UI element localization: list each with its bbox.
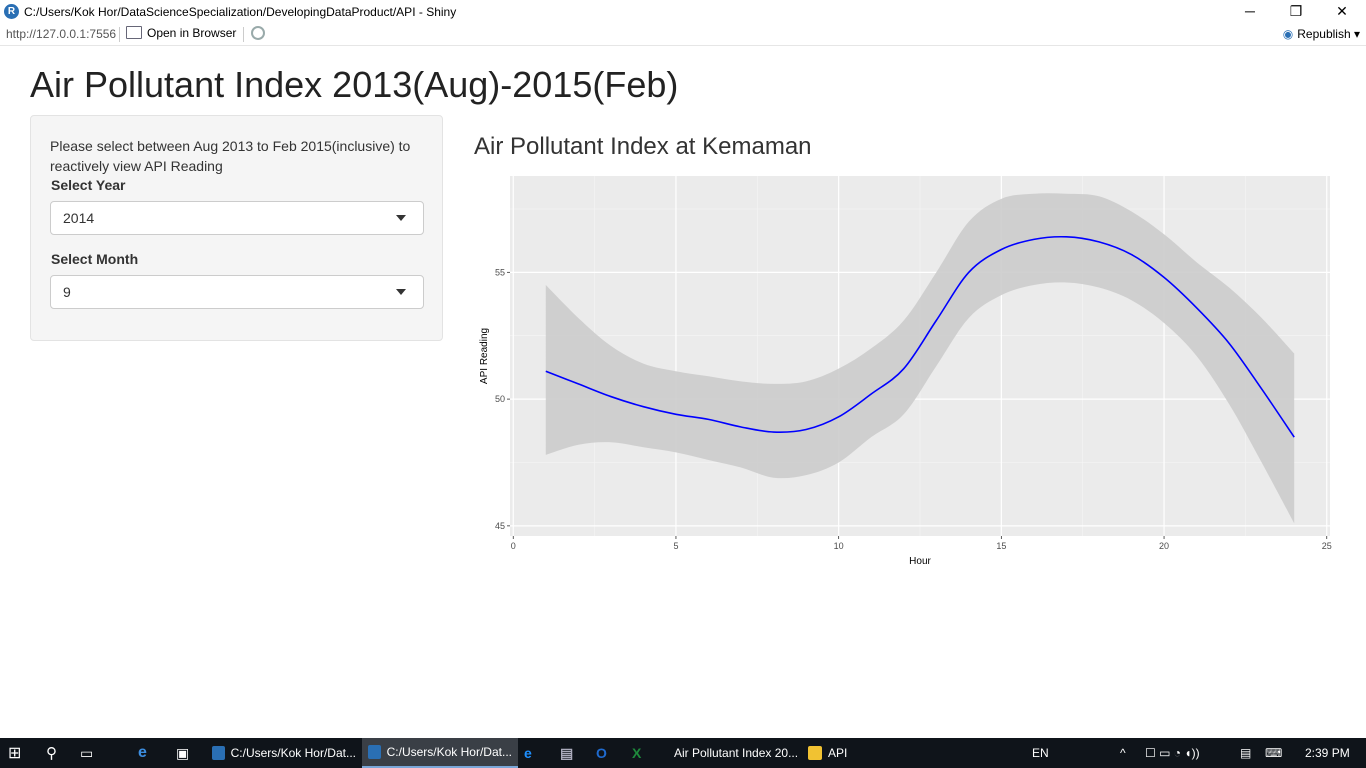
x-tick-label: 5 (673, 541, 678, 551)
excel-button[interactable]: X (626, 738, 662, 768)
x-tick-label: 20 (1159, 541, 1169, 551)
publish-icon: ◉ (1282, 27, 1294, 41)
y-tick-label: 45 (495, 521, 505, 531)
taskbar-apps: C:/Users/Kok Hor/Dat... C:/Users/Kok Hor/… (206, 738, 892, 768)
chevron-up-icon[interactable]: ^ (1120, 746, 1126, 760)
refresh-icon[interactable] (251, 26, 265, 40)
taskbar-app-label: C:/Users/Kok Hor/Dat... (230, 746, 356, 760)
taskbar-app-item[interactable]: C:/Users/Kok Hor/Dat... (362, 738, 518, 768)
x-tick-label: 10 (834, 541, 844, 551)
x-axis-label: Hour (909, 556, 931, 567)
y-tick-label: 50 (495, 394, 505, 404)
clock[interactable]: 2:39 PM (1305, 746, 1350, 760)
app-url: http://127.0.0.1:7556 (6, 27, 117, 41)
remote-button[interactable]: ▤ (554, 738, 590, 768)
taskbar-app-label: API (828, 746, 848, 760)
x-tick-label: 0 (511, 541, 516, 551)
ie-button[interactable]: e (518, 738, 554, 768)
search-icon: ⚲ (46, 745, 57, 762)
start-button[interactable]: ⊞ (8, 738, 21, 768)
api-reading-chart: Hour API Reading 0 5 10 15 20 25 45 50 55 (479, 176, 1332, 567)
browser-window-icon (126, 26, 142, 39)
search-button[interactable]: ⚲ (46, 738, 57, 768)
y-axis-label: API Reading (479, 328, 490, 384)
open-in-browser-button[interactable]: Open in Browser (126, 26, 236, 40)
month-label: Select Month (51, 251, 139, 267)
notification-icon[interactable]: ▤ (1240, 746, 1252, 760)
taskbar-app-item[interactable]: Air Pollutant Index 20... (662, 738, 802, 768)
excel-icon: X (632, 745, 642, 761)
task-view-icon: ▭ (80, 744, 94, 761)
viewer-toolbar: http://127.0.0.1:7556 Open in Browser ◉ R… (0, 24, 1366, 46)
x-tick-label: 25 (1322, 541, 1332, 551)
toolbar-divider (243, 27, 244, 42)
plot-title: Air Pollutant Index at Kemaman (474, 133, 812, 160)
window-title: C:/Users/Kok Hor/DataScienceSpecializati… (24, 5, 457, 19)
maximize-button[interactable]: ❐ (1289, 3, 1303, 19)
year-select-value: 2014 (63, 210, 95, 226)
minimize-button[interactable]: ─ (1245, 3, 1255, 19)
ie-icon: e (524, 745, 532, 761)
axis-ticks: 0 5 10 15 20 25 45 50 55 (495, 267, 1332, 551)
instructions-text: Please select between Aug 2013 to Feb 20… (50, 138, 411, 174)
year-label: Select Year (51, 177, 126, 193)
app-icon (808, 746, 822, 760)
language-indicator[interactable]: EN (1032, 746, 1049, 760)
taskbar-app-label: Air Pollutant Index 20... (674, 746, 799, 760)
sidebar-panel: Please select between Aug 2013 to Feb 20… (30, 115, 443, 341)
windows-logo-icon: ⊞ (8, 745, 22, 762)
confidence-band (545, 193, 1295, 524)
outlook-button[interactable]: O (590, 738, 626, 768)
chevron-down-icon (396, 215, 406, 221)
windows-taskbar: ⊞ ⚲ ▭ e ▣ C:/Users/Kok Hor/Dat... C:/User… (0, 738, 1366, 768)
year-select[interactable]: 2014 (50, 201, 424, 235)
app-icon (212, 746, 225, 760)
republish-button[interactable]: ◉ Republish ▾ (1282, 27, 1360, 41)
toolbar-divider (119, 27, 120, 42)
republish-label: Republish (1297, 27, 1351, 41)
x-tick-label: 15 (996, 541, 1006, 551)
store-button[interactable]: ▣ (176, 738, 189, 768)
page-title: Air Pollutant Index 2013(Aug)-2015(Feb) (30, 64, 679, 105)
keyboard-icon[interactable]: ⌨ (1265, 746, 1283, 760)
month-select[interactable]: 9 (50, 275, 424, 309)
edge-icon: e (138, 744, 147, 761)
tray-icons[interactable]: ☐ ▭ ◔ ◖)) (1145, 746, 1200, 760)
chevron-down-icon (396, 289, 406, 295)
store-icon: ▣ (176, 744, 190, 761)
rstudio-logo-icon: R (4, 4, 19, 19)
smooth-line (545, 235, 1295, 438)
remote-icon: ▤ (560, 744, 574, 761)
month-select-value: 9 (63, 284, 71, 300)
taskbar-app-item[interactable]: API (802, 738, 892, 768)
close-button[interactable]: ✕ (1336, 3, 1348, 19)
edge-button[interactable]: e (138, 738, 147, 768)
outlook-icon: O (596, 745, 607, 761)
taskbar-app-label: C:/Users/Kok Hor/Dat... (386, 745, 512, 759)
taskbar-app-item[interactable]: C:/Users/Kok Hor/Dat... (206, 738, 362, 768)
y-tick-label: 55 (495, 267, 505, 277)
open-in-browser-label: Open in Browser (147, 26, 237, 40)
task-view-button[interactable]: ▭ (80, 738, 93, 768)
app-icon (368, 745, 381, 759)
window-titlebar: R C:/Users/Kok Hor/DataScienceSpecializa… (0, 0, 1366, 24)
